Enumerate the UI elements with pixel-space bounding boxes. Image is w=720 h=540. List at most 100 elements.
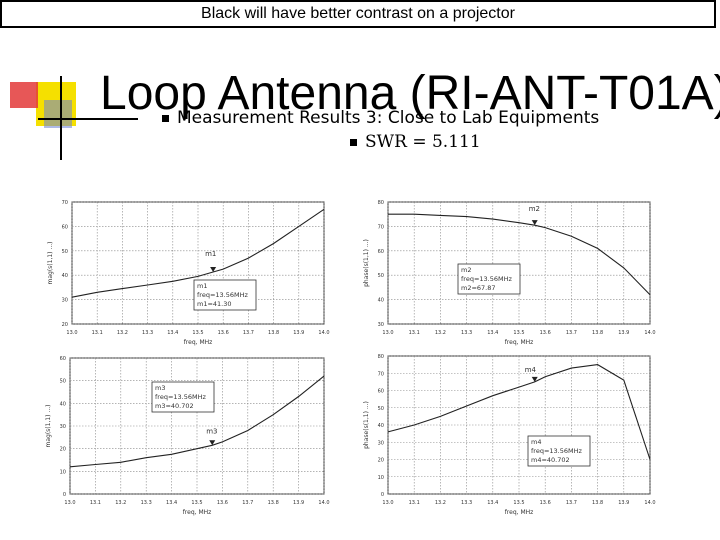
x-tick-label: 13.0 — [382, 500, 393, 506]
x-axis-label: freq, MHz — [184, 339, 213, 346]
x-tick-label: 13.6 — [540, 500, 551, 506]
x-tick-label: 13.6 — [217, 500, 228, 506]
bullet-square-icon — [162, 114, 169, 122]
x-tick-label: 13.4 — [487, 500, 498, 506]
x-tick-label: 13.0 — [64, 500, 75, 506]
series-line — [388, 213, 651, 296]
marker-readout-line: m1 — [197, 282, 207, 290]
x-tick-label: 13.1 — [90, 500, 101, 506]
marker-label: m1 — [205, 250, 216, 258]
y-tick-label: 20 — [62, 322, 68, 328]
x-tick-label: 14.0 — [318, 330, 329, 336]
marker-triangle — [209, 440, 216, 446]
x-tick-label: 13.5 — [192, 330, 203, 336]
x-axis-label: freq, MHz — [183, 509, 212, 516]
marker-readout-line: freq=13.56MHz — [531, 447, 582, 455]
x-tick-label: 13.5 — [513, 330, 524, 336]
x-tick-label: 14.0 — [644, 500, 655, 506]
marker-label: m4 — [525, 366, 537, 374]
x-tick-label: 13.4 — [167, 330, 178, 336]
x-tick-label: 13.7 — [566, 330, 577, 336]
marker-readout-line: m1=41.30 — [197, 300, 232, 308]
y-tick-label: 0 — [381, 492, 384, 498]
x-tick-label: 13.4 — [166, 500, 177, 506]
y-tick-label: 40 — [60, 401, 66, 407]
marker-readout-line: m4=40.702 — [531, 456, 570, 464]
x-tick-label: 13.3 — [142, 330, 153, 336]
y-tick-label: 0 — [63, 492, 66, 498]
x-tick-label: 13.5 — [191, 500, 202, 506]
bullet-square-icon — [350, 139, 357, 146]
y-axis-label: phase(s(1,1) ...) — [363, 401, 370, 449]
chart-1: 13.0 13.1 13.2 13.3 13.4 13.5 13.6 13.7 13.8 13.9… — [47, 200, 330, 346]
x-tick-label: 13.5 — [513, 500, 524, 506]
x-axis-label: freq, MHz — [505, 339, 534, 346]
y-tick-label: 10 — [60, 469, 66, 475]
x-tick-label: 13.1 — [409, 500, 420, 506]
x-tick-label: 13.3 — [141, 500, 152, 506]
x-tick-label: 13.4 — [487, 330, 498, 336]
y-tick-label: 70 — [378, 224, 384, 230]
marker-triangle — [531, 376, 538, 382]
x-tick-label: 13.1 — [92, 330, 103, 336]
chart-3: 13.0 13.1 13.2 13.3 13.4 13.5 13.6 13.7 13.8 13.9… — [45, 356, 330, 516]
marker-readout-box — [151, 381, 215, 413]
y-tick-label: 50 — [378, 273, 384, 279]
x-tick-label: 13.7 — [243, 330, 254, 336]
x-tick-label: 13.9 — [293, 330, 304, 336]
y-tick-label: 80 — [378, 354, 384, 360]
y-tick-label: 70 — [378, 371, 384, 377]
x-tick-label: 13.9 — [618, 500, 629, 506]
x-tick-label: 13.8 — [592, 500, 603, 506]
y-tick-label: 40 — [62, 273, 68, 279]
marker-readout-box — [193, 279, 257, 311]
marker-readout-line: freq=13.56MHz — [461, 275, 512, 283]
y-tick-label: 50 — [62, 249, 68, 255]
x-tick-label: 13.7 — [566, 500, 577, 506]
bullet-swr: SWR = 5.111 — [350, 132, 481, 152]
x-tick-label: 13.2 — [435, 330, 446, 336]
deco-blue-block — [44, 100, 72, 128]
y-axis-label: mag(s(1,1) ...) — [45, 405, 52, 448]
slide-title: Loop Antenna (RI-ANT-T01A) — [100, 67, 720, 120]
y-tick-label: 40 — [378, 298, 384, 304]
marker-readout-line: m2=67.87 — [461, 284, 496, 292]
x-tick-label: 13.6 — [218, 330, 229, 336]
x-axis-label: freq, MHz — [505, 509, 534, 516]
bullet-text-2: SWR = 5.111 — [365, 132, 481, 152]
y-tick-label: 10 — [378, 475, 384, 481]
y-tick-label: 60 — [378, 249, 384, 255]
bullet-text-1: Measurement Results 3: Close to Lab Equi… — [177, 108, 600, 128]
y-tick-label: 60 — [60, 356, 66, 362]
marker-readout-line: m4 — [531, 438, 541, 446]
x-tick-label: 13.9 — [618, 330, 629, 336]
chart-2: 13.0 13.1 13.2 13.3 13.4 13.5 13.6 13.7 13.8 13.9… — [363, 200, 656, 346]
series-line — [71, 208, 325, 298]
x-tick-label: 13.3 — [461, 500, 472, 506]
x-tick-label: 13.8 — [268, 500, 279, 506]
x-tick-label: 14.0 — [318, 500, 329, 506]
x-tick-label: 13.2 — [435, 500, 446, 506]
x-tick-label: 13.2 — [117, 330, 128, 336]
marker-readout-line: m3=40.702 — [155, 402, 194, 410]
y-axis-label: phase(s(1,1) ...) — [363, 239, 370, 287]
x-tick-label: 13.6 — [540, 330, 551, 336]
x-tick-label: 13.1 — [409, 330, 420, 336]
x-tick-label: 13.0 — [382, 330, 393, 336]
y-tick-label: 50 — [378, 406, 384, 412]
marker-label: m2 — [529, 205, 540, 213]
x-tick-label: 13.9 — [293, 500, 304, 506]
y-tick-label: 60 — [378, 389, 384, 395]
y-tick-label: 20 — [60, 447, 66, 453]
y-tick-label: 70 — [62, 200, 68, 206]
marker-label: m3 — [206, 427, 217, 435]
y-tick-label: 30 — [378, 322, 384, 328]
y-tick-label: 30 — [378, 440, 384, 446]
series-line — [69, 375, 325, 468]
marker-readout-line: m2 — [461, 266, 471, 274]
y-tick-label: 60 — [62, 224, 68, 230]
marker-triangle — [210, 267, 217, 273]
y-tick-label: 20 — [378, 458, 384, 464]
bullet-measurement: Measurement Results 3: Close to Lab Equi… — [162, 108, 599, 128]
